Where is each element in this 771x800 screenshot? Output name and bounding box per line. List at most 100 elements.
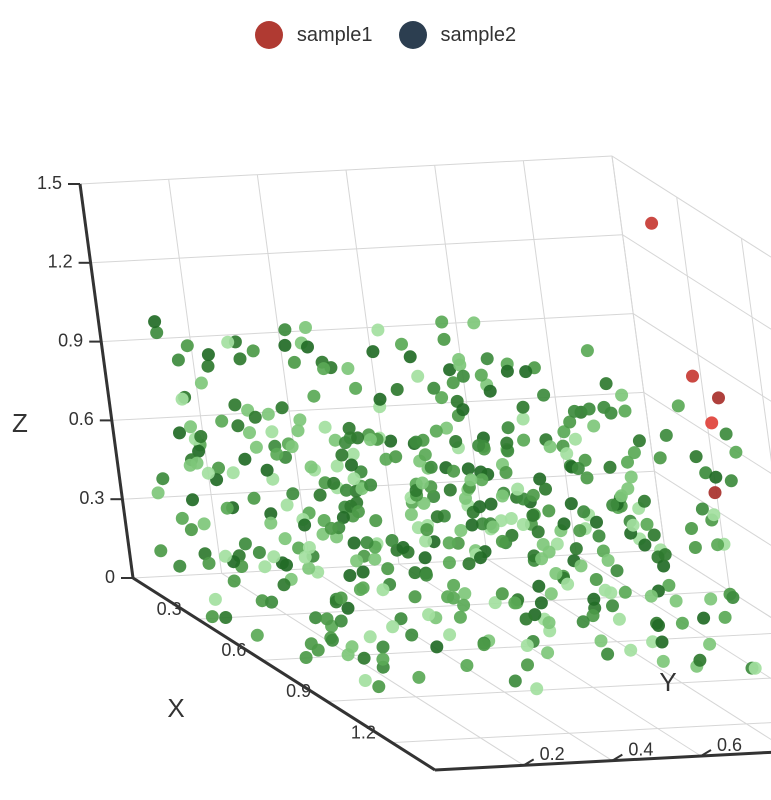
sample2-point (685, 522, 698, 535)
sample2-point (484, 497, 498, 511)
sample2-point (729, 445, 743, 459)
sample2-point (422, 608, 436, 622)
sample2-point (516, 400, 530, 414)
legend-item-sample2[interactable]: sample2 (398, 21, 516, 49)
sample1-point (645, 216, 659, 230)
grid-line (643, 391, 771, 474)
sample2-point (669, 594, 683, 608)
x-tick-mark (381, 735, 393, 744)
grid-line (676, 197, 731, 592)
sample2-point (467, 316, 481, 330)
sample2-point (341, 648, 355, 662)
sample2-point (597, 400, 611, 414)
sample2-point (541, 646, 555, 660)
sample2-point (587, 419, 601, 433)
sample2-point (264, 516, 278, 530)
sample2-point (564, 497, 578, 511)
grid-line (522, 160, 577, 555)
sample2-point (437, 332, 451, 346)
sample2-point (500, 436, 514, 450)
sample2-point (220, 501, 234, 515)
sample2-point (194, 376, 208, 390)
sample2-point (267, 550, 281, 564)
sample2-point (208, 592, 222, 606)
grid-line (101, 313, 634, 343)
sample2-point (219, 611, 233, 624)
sample2-point (154, 544, 168, 558)
sample2-point (347, 472, 361, 486)
sample2-point (386, 620, 400, 634)
sample2-point (652, 619, 665, 632)
sample2-point (544, 587, 558, 601)
sample2-point (429, 424, 443, 438)
sample2-point (495, 489, 509, 503)
sample2-point (571, 462, 585, 475)
y-tick-mark (523, 758, 535, 767)
sample2-point (405, 628, 419, 642)
sample2-point (363, 433, 377, 447)
sample2-point (339, 483, 353, 497)
sample2-point (580, 471, 594, 485)
sample2-point (697, 611, 711, 625)
sample2-point (532, 579, 546, 593)
sample2-point (719, 427, 733, 441)
sample2-point (569, 542, 583, 556)
sample2-point (446, 591, 460, 605)
x-tick-label: 0.3 (157, 599, 182, 619)
legend-item-sample1[interactable]: sample1 (254, 21, 373, 49)
y-tick-mark (611, 753, 623, 762)
sample2-point (345, 458, 358, 472)
sample2-point (574, 559, 588, 573)
sample2-point (627, 446, 641, 460)
sample2-point (646, 635, 660, 649)
grid-line (256, 174, 311, 569)
sample2-point (495, 534, 509, 548)
sample2-point (458, 587, 472, 601)
sample2-point (247, 491, 261, 505)
sample2-point (603, 460, 617, 474)
sample2-point (299, 651, 313, 664)
sample2-point (278, 532, 292, 546)
sample2-point (460, 659, 474, 672)
sample1-point (686, 369, 699, 383)
sample2-point (252, 546, 266, 559)
sample2-point (184, 523, 198, 537)
sample2-point (707, 508, 721, 522)
sample2-point (662, 578, 676, 592)
sample2-point (356, 581, 370, 595)
sample2-point (561, 577, 575, 591)
sample2-point (474, 368, 488, 382)
sample2-point (327, 476, 341, 490)
sample2-point (615, 388, 629, 402)
sample2-point (412, 670, 426, 684)
sample2-point (173, 559, 187, 573)
sample2-point (328, 433, 342, 447)
sample2-point (567, 404, 581, 418)
sample2-point (287, 355, 301, 369)
sample2-point (280, 498, 294, 512)
sample2-point (517, 433, 531, 447)
sample2-point (197, 517, 211, 531)
sample2-point (302, 541, 316, 554)
z-tick-label: 0.9 (58, 330, 83, 350)
sample2-point (376, 583, 390, 597)
sample2-point (586, 609, 600, 623)
data-points (148, 216, 762, 696)
sample2-point (699, 466, 713, 480)
sample2-point (343, 569, 357, 582)
sample2-point (350, 554, 364, 568)
sample2-point (488, 596, 502, 610)
legend-swatch-sample2 (398, 21, 427, 49)
sample2-point (530, 682, 544, 696)
x-tick-label: 0.9 (286, 681, 311, 701)
sample2-point (309, 611, 323, 625)
sample2-point (456, 369, 470, 383)
grid-line (391, 722, 771, 744)
sample2-point (293, 413, 307, 427)
sample2-point (258, 560, 272, 574)
sample2-point (454, 524, 468, 537)
sample2-point (693, 653, 707, 667)
sample2-point (462, 557, 476, 571)
y-tick-label: 0.6 (717, 735, 742, 755)
